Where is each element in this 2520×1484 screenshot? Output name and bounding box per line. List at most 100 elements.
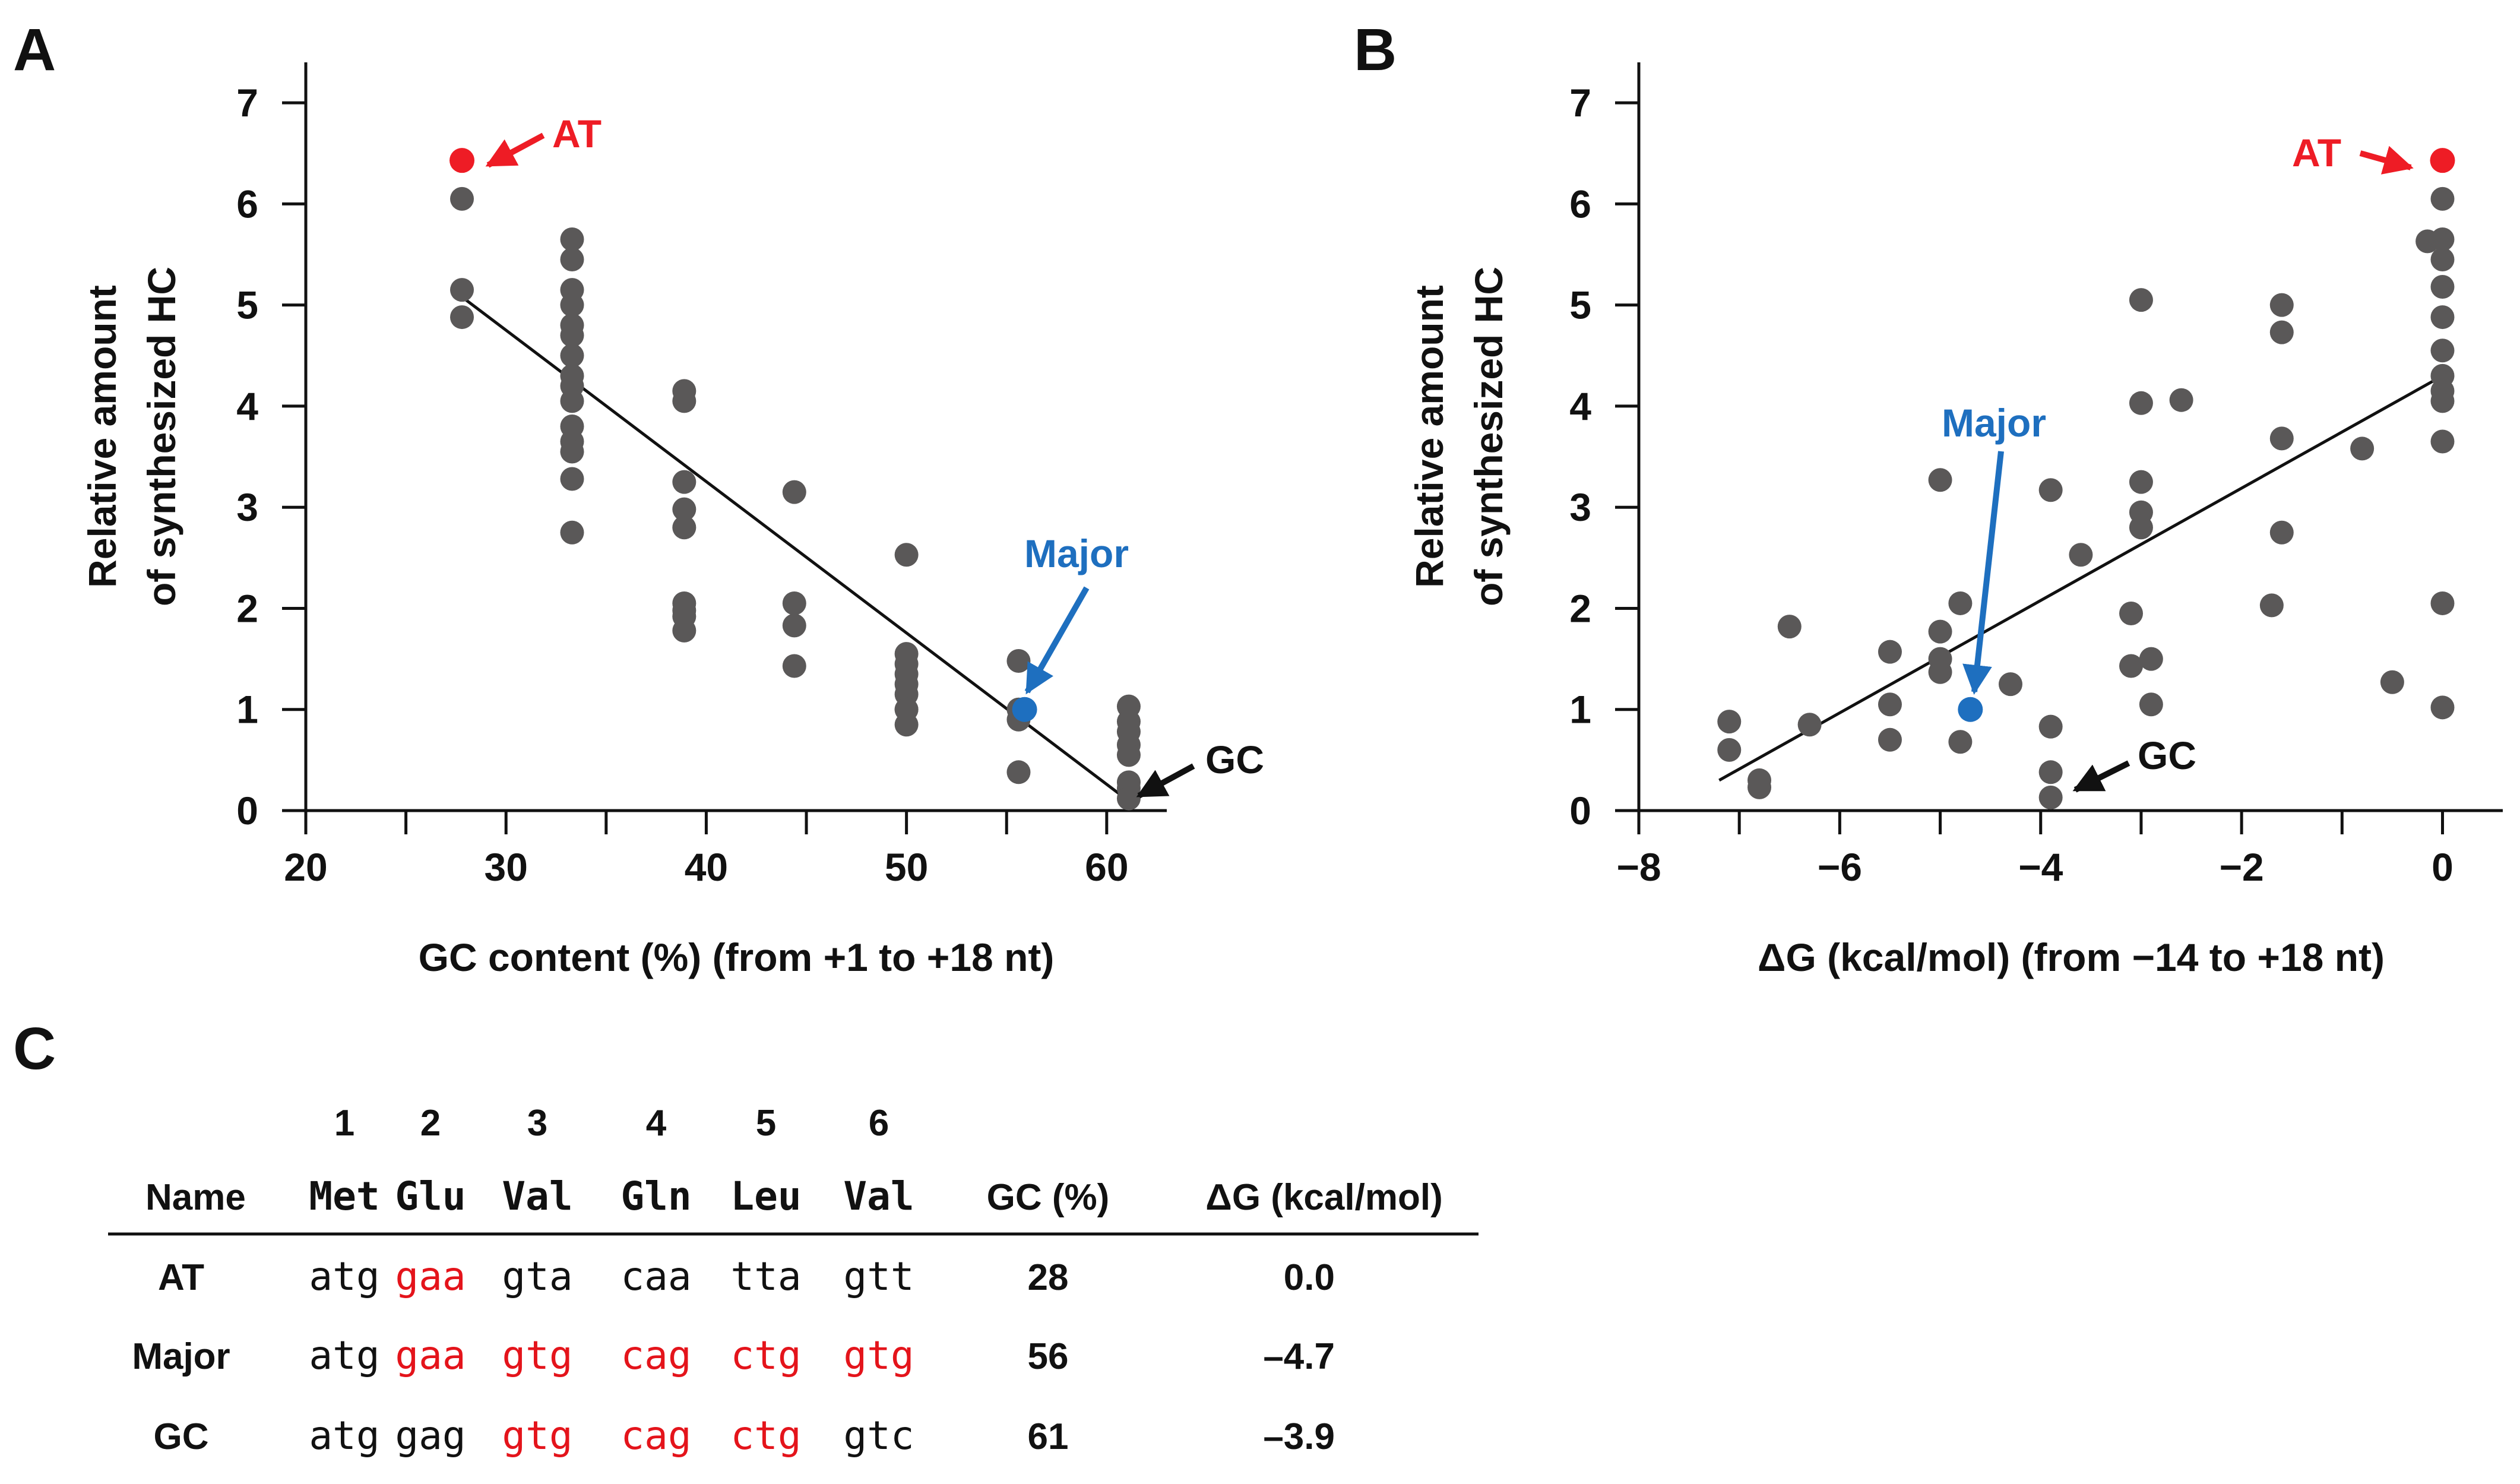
chart-b-x-axis-label: ΔG (kcal/mol) (from −14 to +18 nt) <box>1758 935 2385 979</box>
chart-b-data-point <box>2430 695 2455 720</box>
header-codon-4: Gln <box>620 1173 691 1219</box>
chart-a-data-point <box>1116 743 1141 767</box>
header-codon-2: Glu <box>395 1173 466 1219</box>
chart-a-data-point <box>1116 786 1141 811</box>
chart-a-data-point <box>450 186 474 211</box>
chart-b-data-point <box>2038 714 2063 739</box>
chart-a-data-point <box>782 654 806 678</box>
chart-a-data-point <box>782 613 806 638</box>
chart-b-gc-arrow <box>2072 760 2130 793</box>
chart-b-data-point <box>2380 670 2404 694</box>
codon-cell: gag <box>395 1413 466 1458</box>
chart-b-point-major <box>1958 697 1983 722</box>
codon-cell: gaa <box>395 1254 466 1299</box>
chart-b-gc-label: GC <box>2138 733 2196 777</box>
chart-b-data-point <box>1878 727 1902 752</box>
chart-a-data-point <box>560 323 584 347</box>
chart-b-data-point <box>2269 426 2294 451</box>
chart-a: 20 30 40 50 60 0 1 2 3 4 5 6 7 GC content (%) (from … <box>80 62 1264 979</box>
panel-a-letter: A <box>13 17 56 83</box>
chart-b-data-point <box>1878 640 1902 664</box>
chart-a-at-arrow <box>485 132 545 168</box>
codon-cell: gtc <box>843 1413 914 1458</box>
chart-a-y-tick-label: 3 <box>236 485 258 529</box>
chart-b-major-label: Major <box>1942 401 2046 445</box>
chart-b-y-tick-label: 6 <box>1569 182 1591 226</box>
chart-a-data-point <box>1006 649 1031 673</box>
chart-b-point-at <box>2430 148 2455 173</box>
row-name: Major <box>132 1336 230 1377</box>
chart-b: −8 −6 −4 −2 0 0 1 2 3 4 5 6 7 ΔG (kcal/mol) (from −1… <box>1407 62 2503 979</box>
gc-cell: 56 <box>1028 1336 1069 1377</box>
chart-a-y-tick-label: 2 <box>236 586 258 630</box>
chart-b-data-point <box>2038 478 2063 502</box>
chart-a-data-point <box>560 248 584 272</box>
chart-b-fit-line <box>1718 374 2443 782</box>
table-header-row: Name GC (%) ΔG (kcal/mol) Met Glu Val Gln Le… <box>145 1173 1443 1219</box>
gc-cell: 28 <box>1028 1257 1069 1298</box>
chart-b-data-point <box>2430 275 2455 299</box>
chart-b-data-point <box>1747 775 1772 799</box>
chart-a-x-tick-label: 40 <box>685 845 728 889</box>
chart-b-data-point <box>2119 654 2144 678</box>
chart-a-y-tick-label: 6 <box>236 182 258 226</box>
chart-a-data-point <box>560 389 584 413</box>
codon-cell: caa <box>620 1254 691 1299</box>
codon-cell: gtg <box>502 1413 572 1458</box>
chart-a-at-label: AT <box>552 112 601 156</box>
header-name: Name <box>145 1177 246 1218</box>
chart-b-x-tick-label: −8 <box>1616 845 1661 889</box>
header-dg: ΔG (kcal/mol) <box>1205 1177 1442 1218</box>
chart-b-x-tick-label: 0 <box>2432 845 2453 889</box>
chart-b-data-point <box>1717 710 1742 734</box>
chart-b-data-point <box>2269 520 2294 545</box>
chart-b-x-tick-label: −6 <box>1818 845 1862 889</box>
chart-b-data-point <box>1717 738 1742 762</box>
chart-b-major-arrow <box>1962 451 2004 695</box>
codon-position-1: 1 <box>334 1103 354 1144</box>
header-codon-1: Met <box>309 1173 379 1219</box>
codon-cell: ctg <box>730 1413 801 1458</box>
chart-a-y-tick-label: 7 <box>236 81 258 125</box>
chart-a-y-axis-label-line1: Relative amount <box>80 285 124 588</box>
chart-b-y-tick-label: 7 <box>1569 81 1591 125</box>
chart-a-gc-arrow <box>1136 763 1195 799</box>
chart-b-data-point <box>2269 293 2294 317</box>
chart-a-y-tick-label: 5 <box>236 283 258 327</box>
chart-a-y-tick-label: 4 <box>236 384 258 428</box>
row-name: AT <box>158 1257 204 1298</box>
chart-a-point-major <box>1012 697 1037 722</box>
chart-a-y-tick-label: 0 <box>236 789 258 833</box>
dg-cell: –4.7 <box>1263 1336 1335 1377</box>
chart-b-data-point <box>2430 227 2455 251</box>
chart-a-data-point <box>782 591 806 615</box>
chart-b-data-point <box>2129 515 2153 540</box>
chart-b-data-point <box>1878 692 1902 717</box>
chart-b-data-point <box>2430 429 2455 454</box>
chart-b-data-point <box>1948 591 1973 615</box>
chart-a-data-point <box>894 543 919 567</box>
chart-a-data-point <box>560 520 584 545</box>
codon-position-5: 5 <box>756 1103 776 1144</box>
chart-b-y-tick-label: 0 <box>1569 789 1591 833</box>
codon-position-2: 2 <box>420 1103 441 1144</box>
chart-a-point-at <box>449 148 475 173</box>
chart-a-x-tick-label: 50 <box>885 845 928 889</box>
codon-position-4: 4 <box>646 1103 667 1144</box>
chart-b-data-point <box>2069 543 2093 567</box>
chart-b-data-point <box>2430 186 2455 211</box>
chart-b-y-tick-label: 1 <box>1569 688 1591 732</box>
chart-a-data-point <box>450 278 474 302</box>
chart-b-at-label: AT <box>2292 131 2341 175</box>
chart-b-data-point <box>2430 338 2455 363</box>
codon-cell: atg <box>309 1333 379 1378</box>
chart-b-data-point <box>1998 672 2022 697</box>
chart-a-gc-label: GC <box>1205 738 1264 781</box>
chart-a-major-label: Major <box>1024 531 1129 575</box>
chart-b-data-point <box>2259 593 2284 618</box>
chart-a-data-point <box>672 497 697 521</box>
chart-b-data-point <box>2430 248 2455 272</box>
row-name: GC <box>154 1416 209 1457</box>
